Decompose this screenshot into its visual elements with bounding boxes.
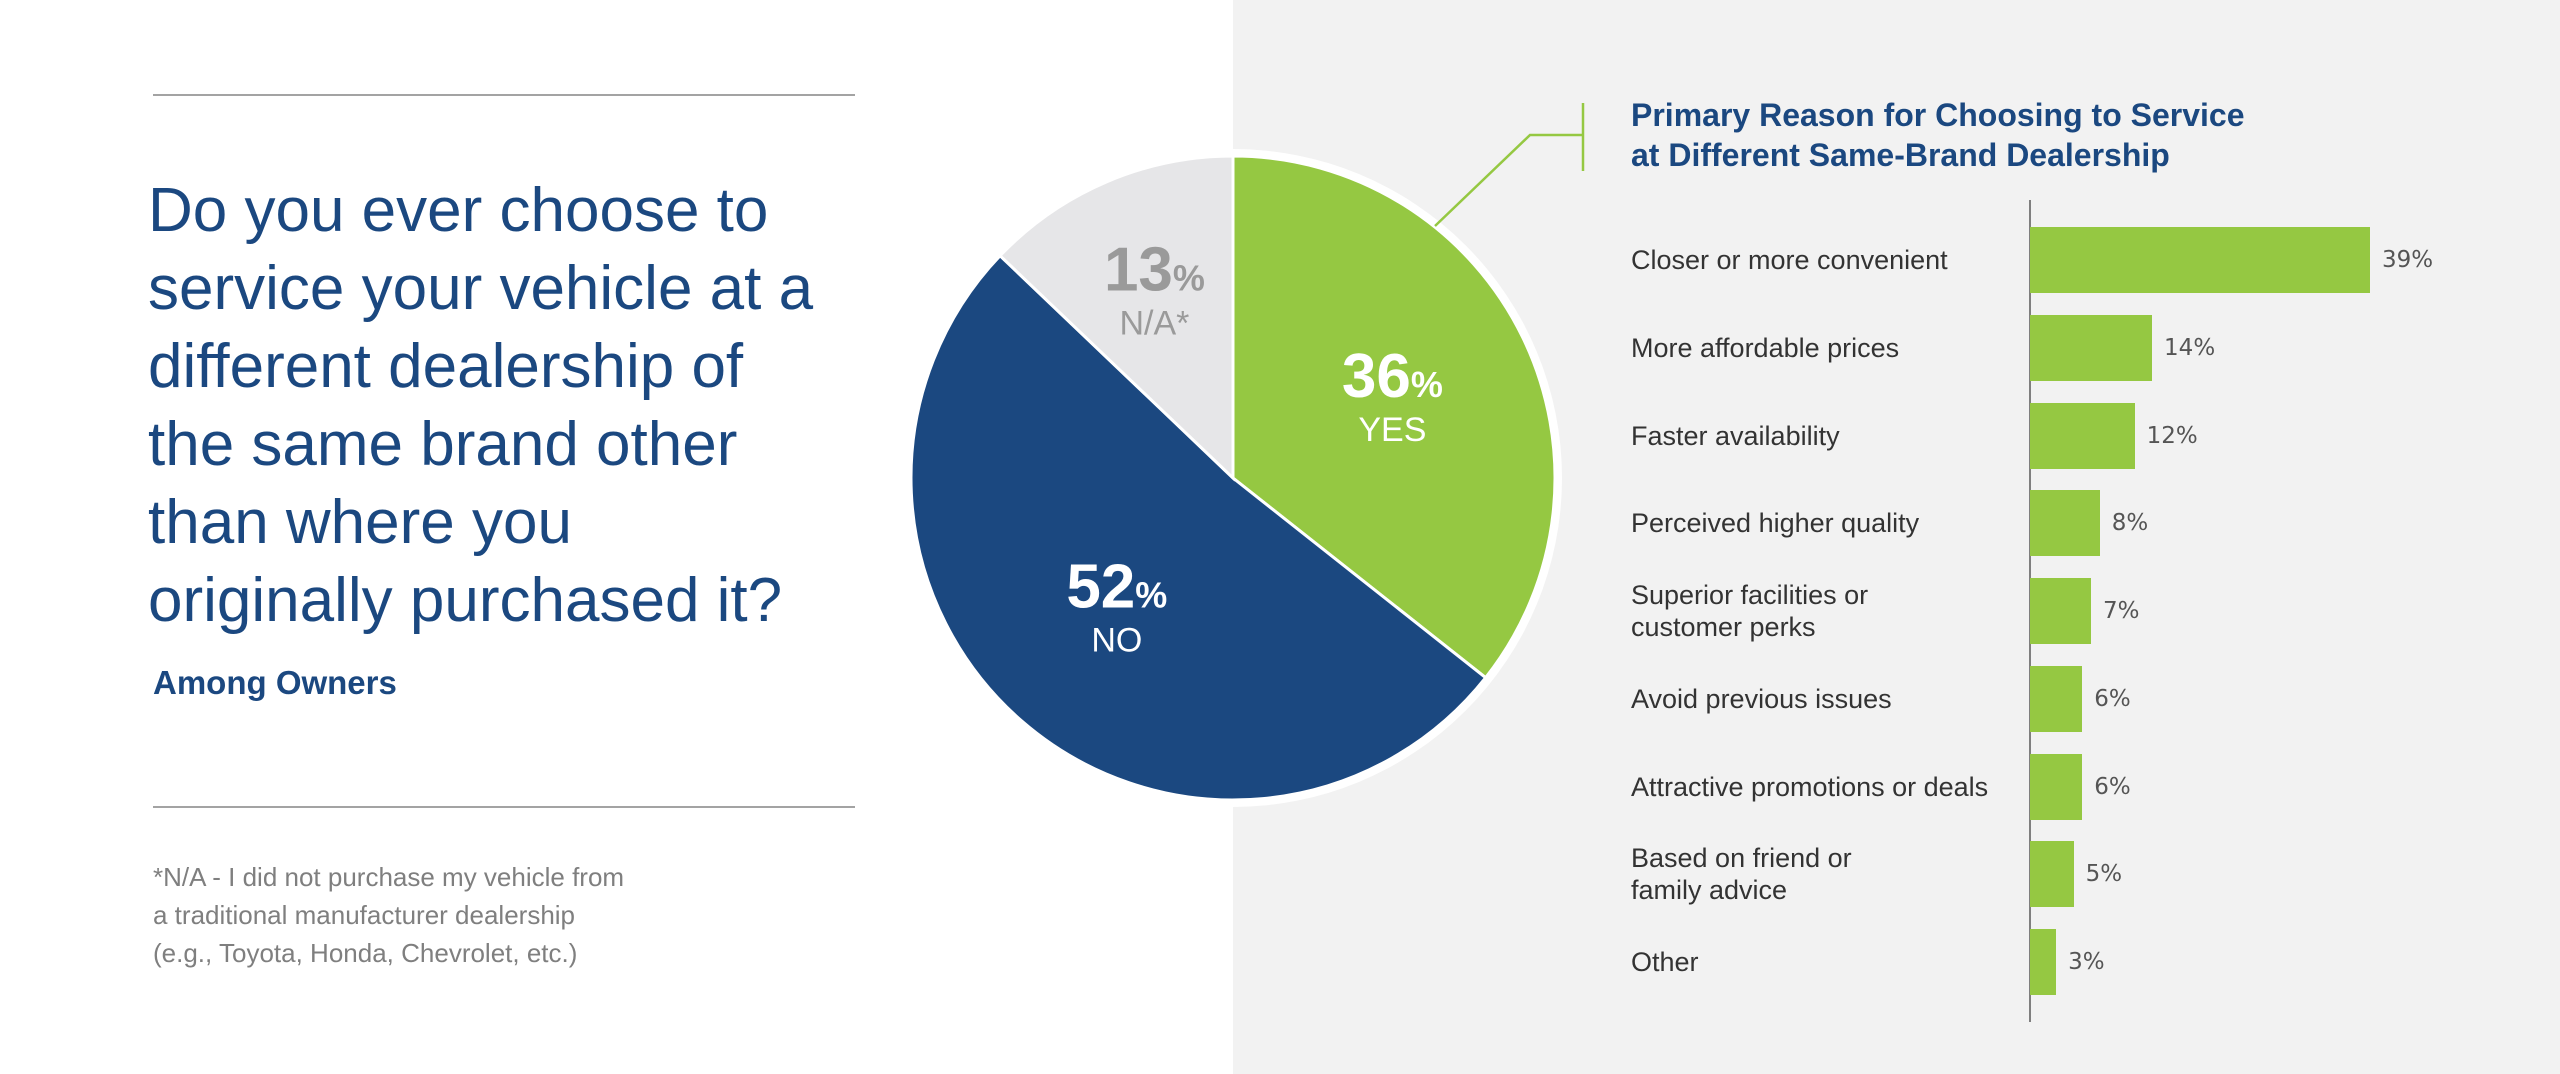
footnote-line: (e.g., Toyota, Honda, Chevrolet, etc.) — [153, 938, 578, 968]
question-line: service your vehicle at a — [148, 254, 814, 323]
bar-value-label: 6% — [2094, 773, 2131, 800]
bar — [2030, 753, 2083, 820]
bar-value-label: 39% — [2382, 247, 2434, 273]
bar — [2030, 841, 2074, 908]
percent-sign: % — [1135, 575, 1167, 616]
bar-category-label: Closer or more convenient — [1631, 244, 2031, 276]
bar-category-label-line: Other — [1631, 947, 1699, 977]
bar-category-label: Avoid previous issues — [1631, 683, 2031, 715]
bar-category-label-line: family advice — [1631, 875, 1788, 906]
bar-value-label: 14% — [2164, 334, 2216, 361]
bar — [2030, 929, 2057, 995]
question-subtitle: Among Owners — [153, 664, 397, 701]
pie-slice-label: YES — [1358, 411, 1426, 449]
bar-category-label: Based on friend or family advice — [1631, 842, 2031, 906]
bar-category-label-line: Closer or more convenient — [1631, 245, 1948, 275]
pie-slice-label: NO — [1091, 622, 1142, 660]
bar-category-label: Other — [1631, 946, 2031, 978]
bar-chart-title-line: at Different Same-Brand Dealership — [1631, 137, 2170, 173]
question-line: Do you ever choose to — [148, 176, 769, 245]
bar-chart-title: Primary Reason for Choosing to Service at… — [1631, 95, 2331, 175]
bar-category-label: Faster availability — [1631, 420, 2031, 452]
bar-category-label-line: Faster availability — [1631, 420, 1840, 451]
footnote-line: a traditional manufacturer dealership — [153, 900, 576, 930]
top-divider — [153, 94, 855, 96]
footnote-line: *N/A - I did not purchase my vehicle fro… — [153, 862, 625, 892]
question-line: the same brand other — [148, 410, 738, 479]
bar — [2030, 314, 2153, 381]
pie-slice-value: 13% — [1104, 235, 1205, 304]
bottom-divider — [153, 806, 855, 808]
pie-slice-label: N/A* — [1119, 304, 1189, 342]
bar-category-label: Superior facilities or customer perks — [1631, 579, 2031, 643]
percent-sign: % — [1173, 257, 1205, 298]
bar-value-label: 8% — [2111, 510, 2149, 537]
bar-value-label: 3% — [2068, 949, 2105, 975]
bar-value-label: 6% — [2094, 685, 2131, 712]
bar-category-label-line: customer perks — [1631, 612, 1816, 642]
percent-sign: % — [1411, 364, 1443, 405]
question-line: different dealership of — [148, 332, 744, 401]
bar-category-label-line: Based on friend or — [1631, 843, 1852, 874]
bar-category-label-line: Superior facilities or — [1631, 580, 1869, 610]
bar — [2030, 227, 2370, 293]
question-title: Do you ever choose to service your vehicl… — [148, 172, 868, 640]
bar — [2030, 578, 2092, 644]
question-line: than where you — [148, 488, 572, 557]
connector-line — [1434, 133, 1583, 227]
bar-category-label-line: Perceived higher quality — [1631, 508, 1920, 539]
bar-category-label-line: Avoid previous issues — [1631, 683, 1892, 714]
pie-slice-yes — [1231, 154, 1557, 680]
pie-slice-na — [997, 154, 1235, 482]
pie-slice-no — [909, 253, 1488, 802]
bar-category-label: More affordable prices — [1631, 332, 2031, 364]
question-line: originally purchased it? — [148, 566, 783, 635]
bar-value-label: 12% — [2146, 422, 2198, 449]
bar-value-label: 5% — [2085, 861, 2123, 888]
bar-category-label: Attractive promotions or deals — [1631, 771, 2031, 803]
bar — [2030, 665, 2083, 732]
bar — [2030, 490, 2100, 557]
bar-category-label: Perceived higher quality — [1631, 507, 2031, 539]
bar-category-label-line: Attractive promotions or deals — [1631, 771, 1989, 802]
bar-category-label-line: More affordable prices — [1631, 332, 1900, 363]
bar-value-label: 7% — [2103, 598, 2140, 624]
footnote: *N/A - I did not purchase my vehicle fro… — [153, 858, 793, 972]
bar — [2030, 402, 2135, 469]
bar-chart-title-line: Primary Reason for Choosing to Service — [1631, 97, 2245, 133]
